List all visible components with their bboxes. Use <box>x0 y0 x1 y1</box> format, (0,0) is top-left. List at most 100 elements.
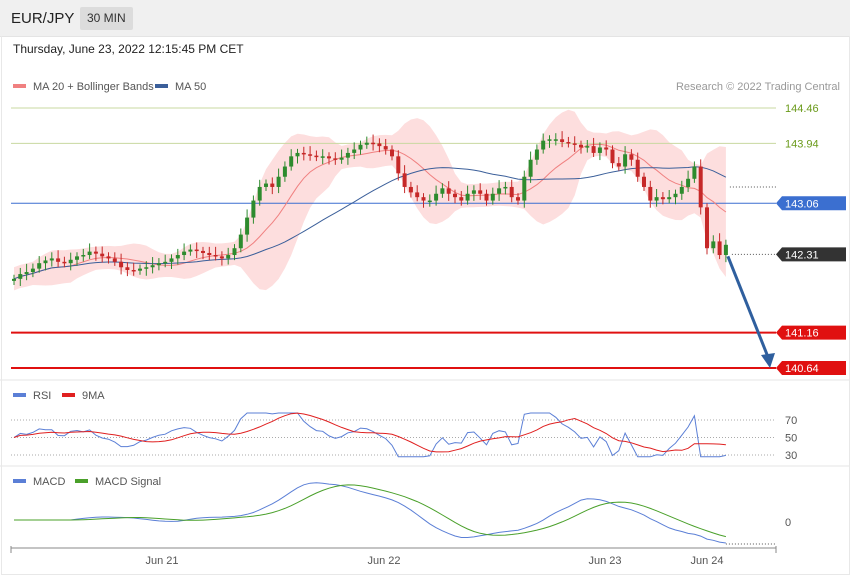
candle-body <box>100 253 105 257</box>
candle <box>144 261 149 276</box>
candle-body <box>591 146 596 153</box>
candle-body <box>301 152 306 155</box>
candle-body <box>43 260 48 264</box>
candle <box>270 177 275 195</box>
candle <box>667 190 672 204</box>
candle <box>81 248 86 262</box>
candle-body <box>654 197 659 201</box>
candle-body <box>604 147 609 150</box>
resistance-label: 143.94 <box>785 138 819 150</box>
candle-body <box>572 143 577 145</box>
candle <box>364 136 369 149</box>
candle-body <box>112 258 117 262</box>
candle-body <box>371 142 376 145</box>
pivot-tag <box>776 196 846 211</box>
chart-header: EUR/JPY 30 MIN <box>0 0 850 37</box>
credit-label: Research © 2022 Trading Central <box>676 81 840 93</box>
timeframe-button[interactable]: 30 MIN <box>80 7 133 30</box>
candle-body <box>30 268 35 273</box>
candle <box>497 180 502 201</box>
candle-body <box>623 154 628 167</box>
candle <box>698 159 703 215</box>
candle <box>289 149 294 171</box>
candle <box>402 165 407 194</box>
candle <box>119 253 124 275</box>
candle <box>421 193 426 208</box>
candle-body <box>667 197 672 200</box>
candle <box>711 235 716 254</box>
candle <box>207 246 212 261</box>
candle-body <box>478 190 483 194</box>
candle-body <box>503 186 508 189</box>
candle-body <box>56 258 61 262</box>
macd-zero-label: 0 <box>785 517 791 529</box>
candle-body <box>547 139 552 141</box>
candle <box>245 209 250 242</box>
resistance-label: 144.46 <box>785 103 819 115</box>
candle-body <box>629 154 634 160</box>
candle-body <box>276 176 281 187</box>
candle <box>623 146 628 174</box>
candle-body <box>314 155 319 158</box>
candle-body <box>717 241 722 256</box>
candle <box>75 252 79 266</box>
candle-body <box>201 250 205 253</box>
ma20-legend-swatch <box>13 84 26 88</box>
candle-body <box>465 193 470 201</box>
candle-body <box>213 255 218 257</box>
candle <box>169 254 174 269</box>
candle-body <box>320 156 325 158</box>
rsi-ma-legend-swatch <box>62 393 75 397</box>
candle-body <box>144 267 149 269</box>
candle-body <box>75 256 79 260</box>
candle <box>528 151 533 183</box>
support-label: 140.64 <box>785 363 819 375</box>
pivot-label: 143.06 <box>785 198 819 210</box>
candle-body <box>49 258 54 261</box>
candle-body <box>282 166 287 177</box>
candle <box>415 185 420 202</box>
x-tick-label: Jun 24 <box>690 555 723 567</box>
candle-body <box>383 146 388 150</box>
macd-signal-line <box>14 484 727 538</box>
candle-body <box>723 244 728 256</box>
candle-body <box>182 251 187 256</box>
candle <box>56 250 61 267</box>
candle <box>522 170 527 208</box>
candle <box>509 179 514 203</box>
candle-body <box>616 163 621 167</box>
candle <box>585 139 590 153</box>
candle <box>453 189 457 204</box>
candle-body <box>453 193 457 198</box>
candle <box>686 170 691 193</box>
candle <box>295 148 300 164</box>
candle-body <box>471 190 476 194</box>
candle <box>591 137 596 158</box>
candle <box>440 183 445 198</box>
candle-body <box>648 186 653 201</box>
candle <box>138 264 142 275</box>
candle-body <box>692 166 697 179</box>
candle-body <box>18 274 23 279</box>
rsi-ma-legend-label: 9MA <box>82 390 105 402</box>
candle-body <box>579 144 583 148</box>
candle-body <box>327 156 331 159</box>
datetime-label: Thursday, June 23, 2022 12:15:45 PM CET <box>13 42 244 56</box>
candle <box>459 191 464 206</box>
candle <box>333 152 338 165</box>
candle <box>560 131 565 148</box>
candle <box>383 138 388 155</box>
candle-body <box>635 159 640 177</box>
candle <box>12 274 16 285</box>
candle <box>516 193 520 205</box>
candle-body <box>169 258 174 262</box>
support-tag <box>776 325 846 340</box>
candle-body <box>257 186 262 201</box>
candle-body <box>219 256 224 259</box>
candle <box>194 242 199 259</box>
candle <box>264 179 268 192</box>
candle-body <box>415 192 420 198</box>
candle-body <box>534 149 539 160</box>
candle-body <box>308 154 313 156</box>
